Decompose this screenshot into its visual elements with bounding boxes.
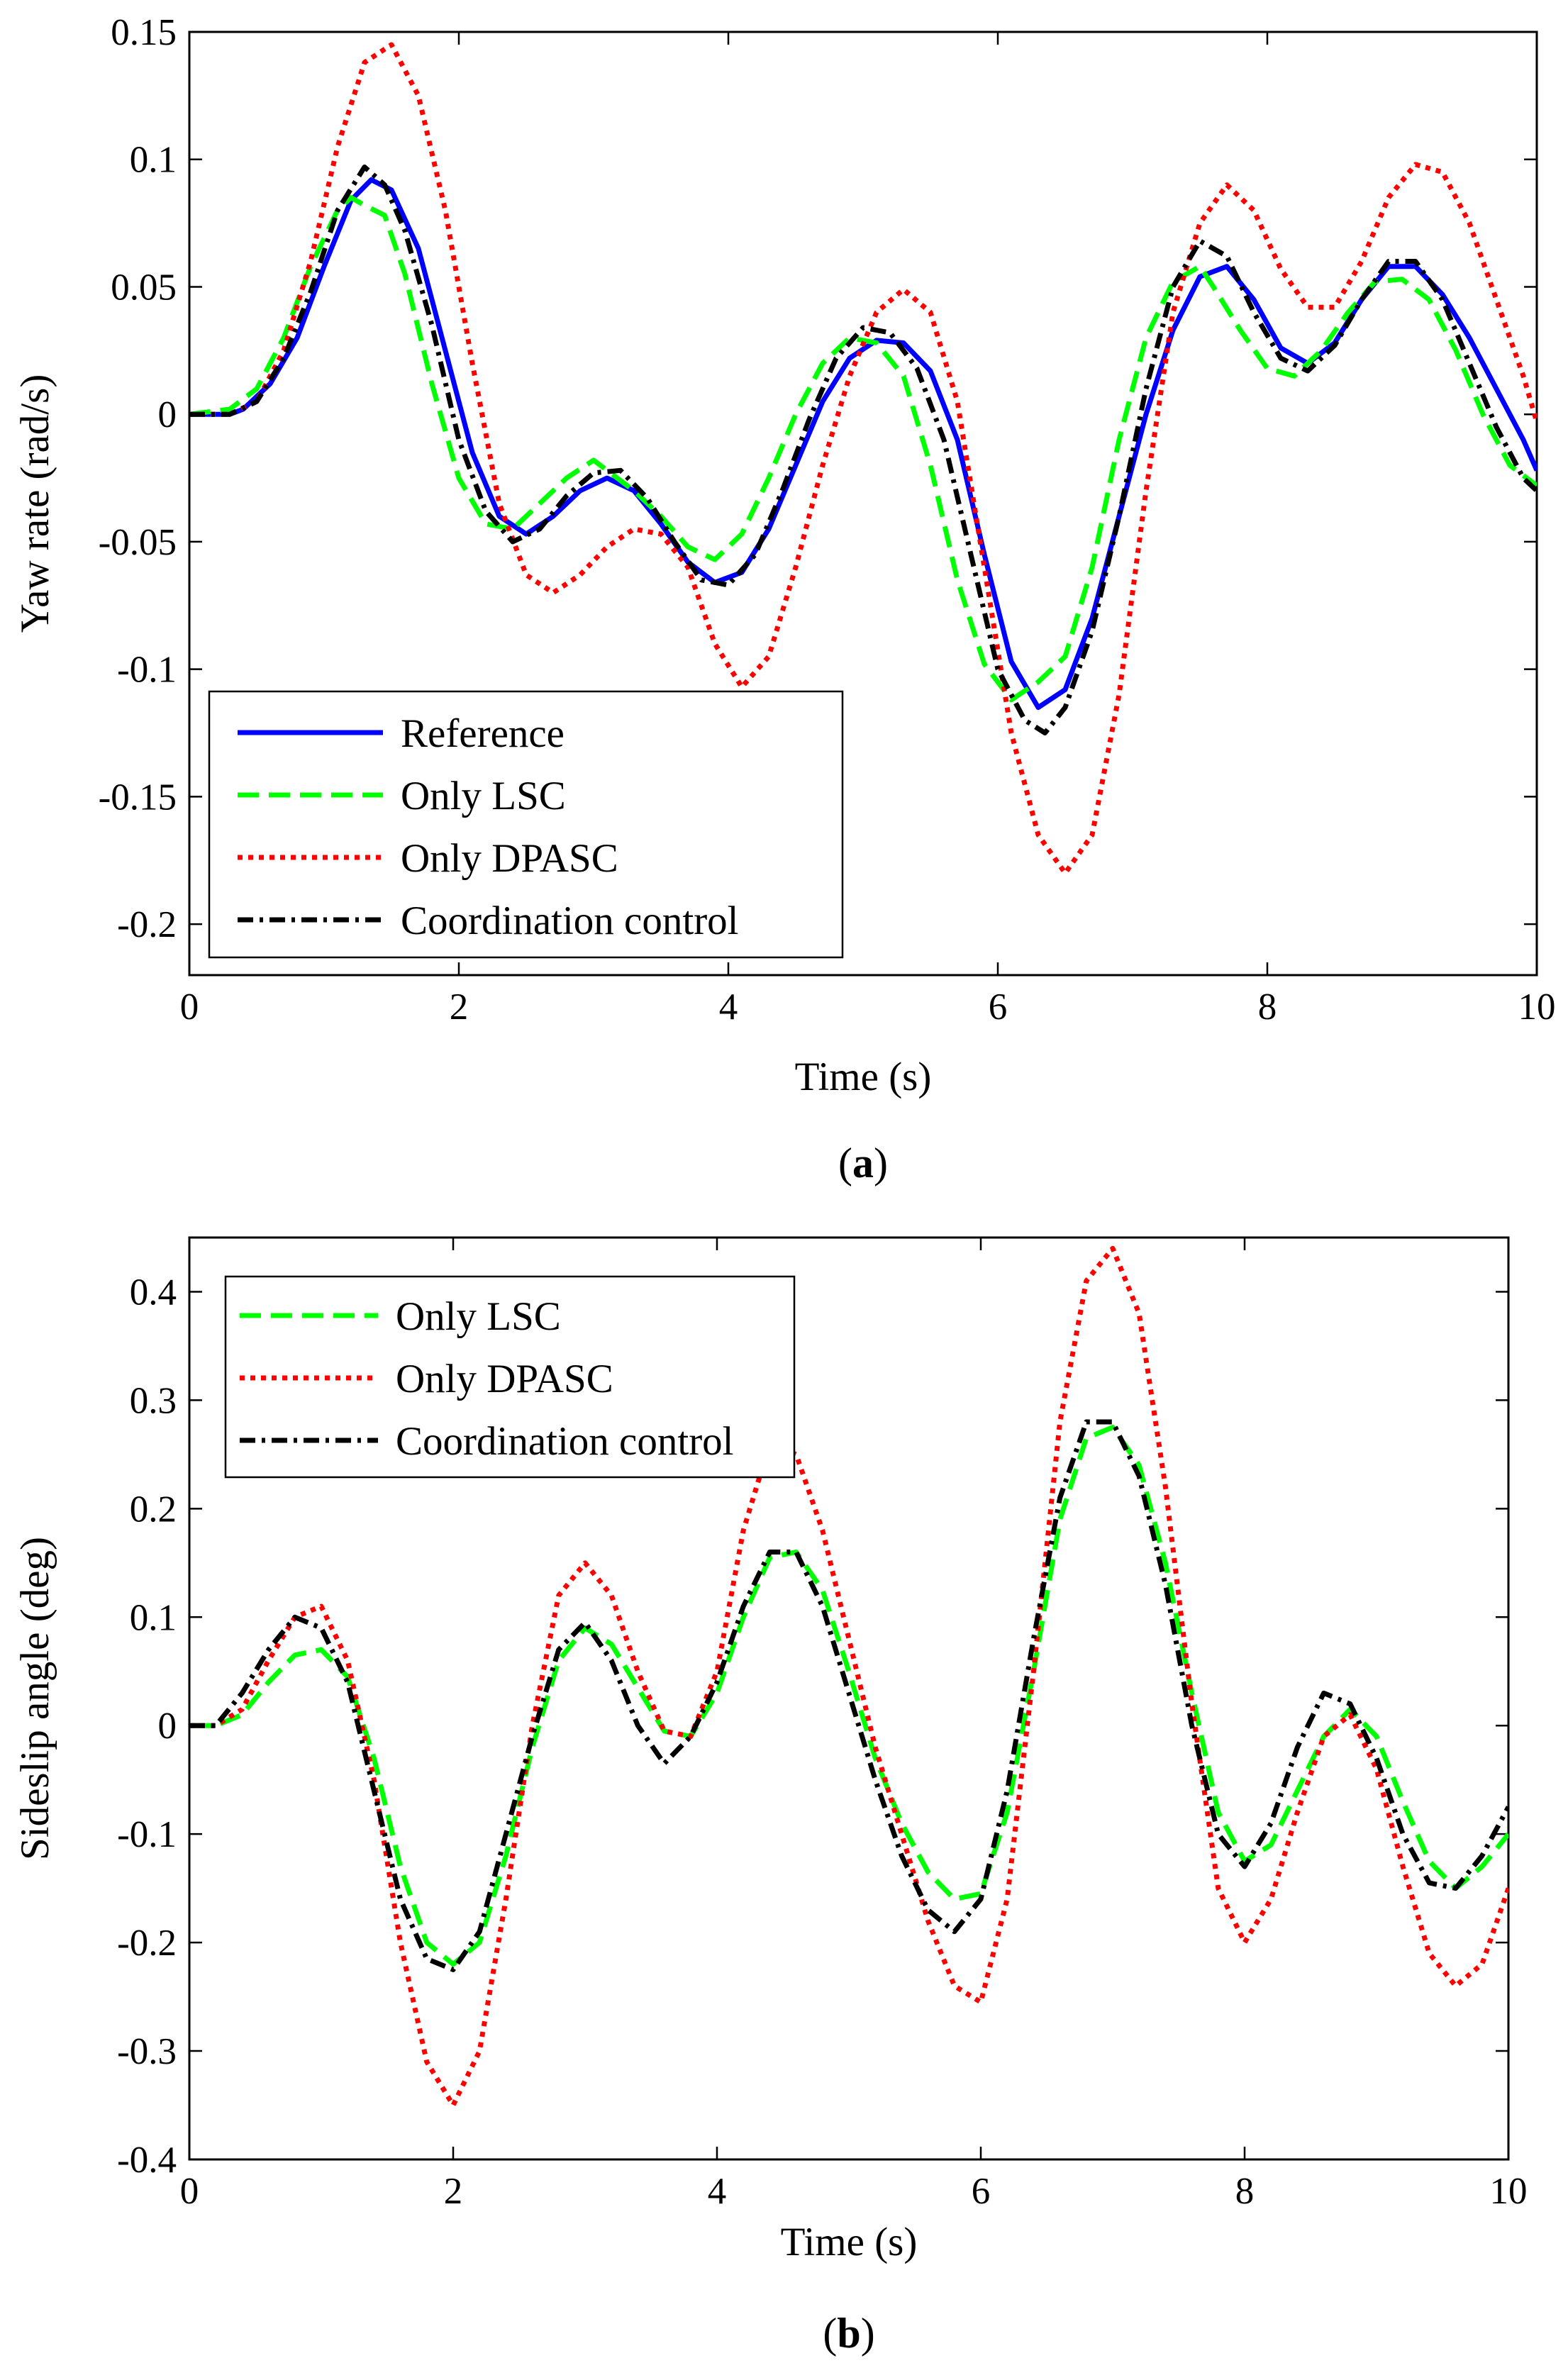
legend-label: Only DPASC bbox=[396, 1357, 613, 1401]
y-tick-label: -0.4 bbox=[117, 2140, 177, 2181]
y-tick-label: -0.05 bbox=[99, 522, 177, 563]
series-group bbox=[189, 1245, 1508, 2108]
x-tick-label: 10 bbox=[1518, 986, 1556, 1028]
chart-panel-a: 0 2 4 6 8 10 0.15 0.1 0.05 0 -0.05 -0.1 -0.15 -0.2 Tim… bbox=[13, 12, 1556, 1186]
y-tick-label: -0.2 bbox=[117, 1923, 177, 1964]
x-axis-label: Time (s) bbox=[781, 2220, 918, 2264]
x-tick-label: 6 bbox=[972, 2171, 991, 2212]
x-tick-label: 8 bbox=[1258, 986, 1277, 1028]
series-group bbox=[189, 42, 1537, 876]
legend-label: Only LSC bbox=[401, 774, 566, 818]
legend-box bbox=[208, 690, 844, 959]
y-tick-label: -0.1 bbox=[117, 650, 177, 691]
y-tick-label: -0.15 bbox=[99, 777, 177, 818]
y-tick-label: 0.2 bbox=[130, 1489, 177, 1530]
y-tick-label: 0 bbox=[158, 394, 177, 435]
y-axis-label: Sideslip angle (deg) bbox=[13, 1537, 57, 1860]
x-tick-label: 2 bbox=[444, 2171, 463, 2212]
x-tick-label: 10 bbox=[1490, 2171, 1528, 2212]
legend-label: Only LSC bbox=[396, 1294, 561, 1339]
y-tick-label: -0.2 bbox=[117, 904, 177, 945]
series-line-coordination-control bbox=[189, 165, 1537, 735]
panel-caption: (b) bbox=[823, 2310, 874, 2357]
y-tick-label: 0.1 bbox=[130, 140, 177, 181]
y-axis-label: Yaw rate (rad/s) bbox=[13, 374, 57, 633]
chart-panel-b: 0 2 4 6 8 10 0.4 0.3 0.2 0.1 0 -0.1 -0.2 -0.3 -0.4 Time… bbox=[13, 1236, 1528, 2357]
x-tick-label: 6 bbox=[989, 986, 1008, 1028]
y-tick-label: 0.1 bbox=[130, 1597, 177, 1638]
y-tick-label: 0.15 bbox=[111, 12, 177, 53]
legend: Only LSC Only DPASC Coordination control bbox=[224, 1275, 796, 1479]
y-tick-label: 0.05 bbox=[111, 267, 177, 308]
legend-label: Only DPASC bbox=[401, 836, 618, 881]
x-axis-label: Time (s) bbox=[795, 1055, 932, 1099]
x-tick-label: 4 bbox=[719, 986, 738, 1028]
x-tick-label: 0 bbox=[180, 986, 199, 1028]
series-line-only-lsc bbox=[189, 1425, 1508, 1967]
legend-label: Reference bbox=[401, 711, 565, 756]
y-tick-label: 0.3 bbox=[130, 1380, 177, 1421]
x-tick-label: 2 bbox=[450, 986, 469, 1028]
x-tick-label: 0 bbox=[180, 2171, 199, 2212]
panel-caption: (a) bbox=[838, 1140, 888, 1186]
series-line-only-dpasc bbox=[189, 1245, 1508, 2108]
legend: Reference Only LSC Only DPASC Coordination … bbox=[208, 690, 844, 959]
y-tick-label: 0.4 bbox=[130, 1272, 177, 1313]
y-tick-label: 0 bbox=[158, 1706, 177, 1747]
legend-label: Coordination control bbox=[396, 1419, 734, 1464]
x-tick-label: 4 bbox=[708, 2171, 727, 2212]
y-tick-label: -0.3 bbox=[117, 2031, 177, 2072]
series-line-coordination-control bbox=[189, 1419, 1508, 1972]
y-tick-label: -0.1 bbox=[117, 1814, 177, 1855]
legend-label: Coordination control bbox=[401, 899, 739, 943]
series-line-only-dpasc bbox=[189, 42, 1537, 876]
legend-box bbox=[224, 1275, 796, 1479]
x-tick-label: 8 bbox=[1235, 2171, 1255, 2212]
series-line-reference bbox=[189, 177, 1537, 711]
